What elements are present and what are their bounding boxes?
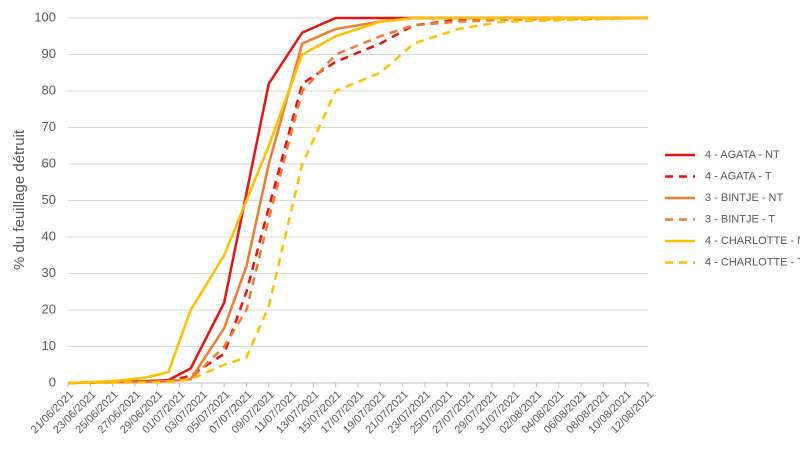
y-tick-label: 20 bbox=[42, 301, 56, 316]
y-tick-label: 60 bbox=[42, 155, 56, 170]
legend-label: 3 - BINTJE - NT bbox=[705, 192, 784, 204]
y-tick-label: 100 bbox=[34, 9, 56, 24]
y-tick-label: 30 bbox=[42, 265, 56, 280]
y-tick-label: 10 bbox=[42, 338, 56, 353]
y-tick-label: 0 bbox=[49, 374, 56, 389]
series-line bbox=[67, 16, 649, 385]
y-tick-label: 90 bbox=[42, 46, 56, 61]
y-tick-label: 80 bbox=[42, 82, 56, 97]
y-axis-label: % du feuillage détruit bbox=[11, 129, 28, 270]
legend-label: 4 - AGATA - NT bbox=[705, 149, 780, 161]
legend-label: 3 - BINTJE - T bbox=[705, 213, 775, 225]
legend-label: 4 - CHARLOTTE - NT bbox=[705, 235, 800, 247]
y-tick-label: 70 bbox=[42, 119, 56, 134]
y-tick-label: 50 bbox=[42, 192, 56, 207]
legend-label: 4 - CHARLOTTE - T bbox=[705, 256, 800, 268]
legend-label: 4 - AGATA - T bbox=[705, 170, 772, 182]
y-tick-label: 40 bbox=[42, 228, 56, 243]
series-line bbox=[67, 16, 648, 385]
